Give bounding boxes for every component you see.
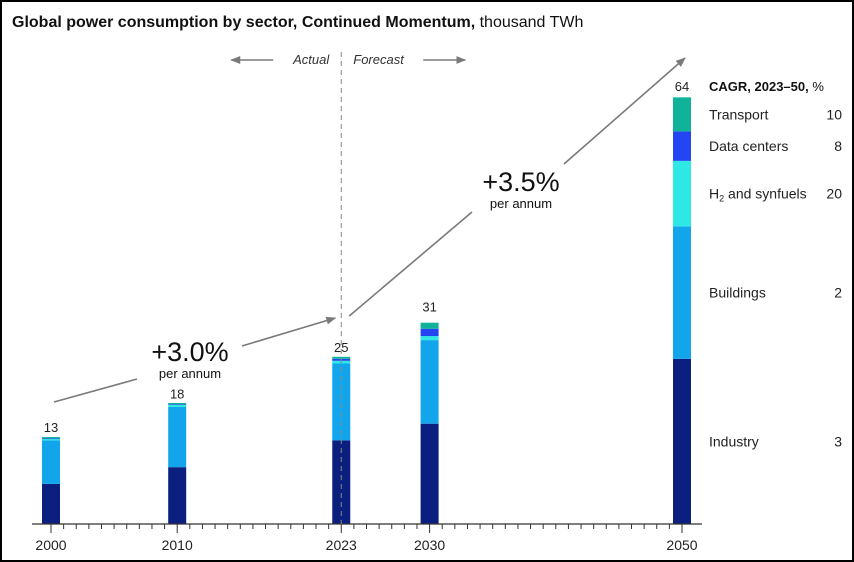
growth-note-2: per annum: [490, 196, 552, 211]
cagr-header-unit: %: [812, 79, 824, 94]
bar-segment-industry-2030: [420, 423, 439, 524]
bar-segment-h2-and-synfuels-2000: [42, 439, 60, 441]
bar-segment-h2-and-synfuels-2030: [420, 336, 439, 341]
bar-segment-buildings-2010: [168, 406, 187, 468]
forecast-label: Forecast: [353, 52, 405, 67]
cagr-value-h2-and-synfuels: 20: [826, 186, 842, 202]
bar-segment-industry-2010: [168, 467, 187, 524]
bar-segment-industry-2050: [673, 358, 691, 524]
bar-segment-h2-and-synfuels-2050: [673, 160, 691, 227]
bar-segment-h2-and-synfuels-2010: [168, 404, 187, 407]
bar-segment-buildings-2030: [420, 340, 439, 424]
x-tick-label-2030: 2030: [414, 537, 445, 553]
bars-group: 13 18 25 31 64: [42, 79, 691, 524]
bar-segment-industry-2000: [42, 483, 60, 524]
bar-segment-buildings-2023: [332, 363, 351, 441]
total-label-2030: 31: [422, 300, 436, 315]
total-label-2023: 25: [334, 340, 348, 355]
total-label-2000: 13: [44, 420, 58, 435]
bar-segment-data-centers-2030: [420, 328, 439, 337]
bar-segment-transport-2030: [420, 322, 439, 329]
actual-label: Actual: [292, 52, 330, 67]
growth-arrow-1-end: [241, 316, 337, 347]
bar-segment-data-centers-2010: [168, 404, 187, 405]
x-tick-label-2000: 2000: [35, 537, 66, 553]
chart-title: Global power consumption by sector, Cont…: [12, 14, 583, 32]
cagr-label-h2-and-synfuels: H2 and synfuels: [709, 186, 807, 204]
bar-segment-data-centers-2000: [42, 438, 60, 440]
cagr-value-data-centers: 8: [834, 138, 842, 154]
cagr-label-buildings: Buildings: [709, 285, 766, 301]
cagr-label-industry: Industry: [709, 433, 759, 449]
bar-segment-transport-2023: [332, 356, 351, 359]
growth-arrow-2-start: [348, 211, 473, 317]
x-tick-label-2050: 2050: [666, 537, 697, 553]
cagr-header: CAGR, 2023–50, %: [709, 79, 824, 94]
x-tick-label-2023: 2023: [326, 537, 357, 553]
cagr-header-text: CAGR, 2023–50,: [709, 79, 812, 94]
growth-rate-2: +3.5%: [482, 167, 559, 197]
cagr-label-transport: Transport: [709, 106, 769, 122]
chart-title-main: Global power consumption by sector, Cont…: [12, 14, 476, 31]
bar-segment-transport-2050: [673, 97, 691, 132]
total-label-2010: 18: [170, 387, 184, 402]
annotations-group: Actual Forecast+3.0%per annum+3.5%per ann…: [53, 52, 686, 524]
growth-rate-1: +3.0%: [151, 337, 228, 367]
bar-segment-data-centers-2050: [673, 131, 691, 161]
chart-title-unit: thousand TWh: [479, 14, 584, 31]
cagr-value-transport: 10: [826, 106, 842, 122]
bar-segment-buildings-2050: [673, 226, 691, 359]
bar-segment-industry-2023: [332, 440, 351, 524]
bar-segment-transport-2010: [168, 402, 187, 405]
growth-arrow-1-start: [53, 378, 138, 403]
bar-segment-transport-2000: [42, 437, 60, 439]
cagr-value-buildings: 2: [834, 285, 842, 301]
total-label-2050: 64: [675, 79, 689, 94]
cagr-label-data-centers: Data centers: [709, 138, 788, 154]
growth-note-1: per annum: [159, 366, 221, 381]
cagr-value-industry: 3: [834, 433, 842, 449]
growth-arrow-2-end: [563, 57, 686, 165]
x-tick-label-2010: 2010: [162, 537, 193, 553]
bar-segment-buildings-2000: [42, 440, 60, 484]
x-axis: 2000 2010 2023 2030 2050: [32, 523, 702, 553]
cagr-legend: CAGR, 2023–50, % Transport 10 Data centers 8…: [709, 79, 842, 449]
